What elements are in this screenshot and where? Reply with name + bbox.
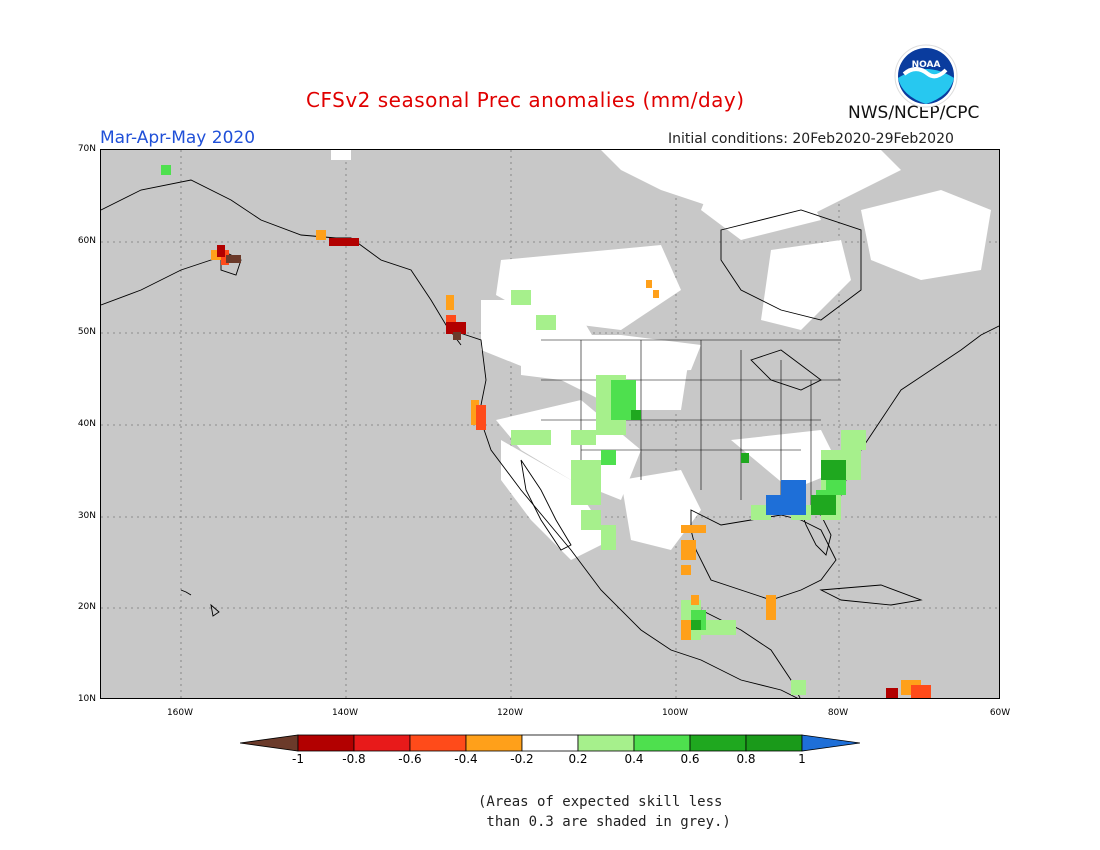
noaa-logo-text: NOAA bbox=[912, 60, 941, 70]
colorbar-tick: -1 bbox=[292, 752, 304, 766]
colorbar-arrow-left bbox=[240, 734, 299, 752]
colorbar-tick: 0.8 bbox=[736, 752, 756, 766]
colorbar-tick: 0.2 bbox=[568, 752, 588, 766]
precipitation-anomaly-map bbox=[100, 149, 1000, 699]
skill-note: (Areas of expected skill less than 0.3 a… bbox=[478, 794, 731, 830]
lat-label-10n: 10N bbox=[77, 694, 96, 704]
lon-label-140w: 140W bbox=[331, 708, 359, 718]
colorbar-tick: -0.4 bbox=[454, 752, 478, 766]
org-label: NWS/NCEP/CPC bbox=[848, 103, 980, 123]
colorbar bbox=[240, 734, 860, 752]
lon-label-160w: 160W bbox=[166, 708, 194, 718]
lat-label-60n: 60N bbox=[77, 236, 96, 246]
noaa-logo: NOAA bbox=[894, 44, 958, 108]
lat-label-30n: 30N bbox=[77, 511, 96, 521]
anomaly-blue bbox=[766, 480, 806, 515]
anomaly-dark-red bbox=[217, 238, 898, 698]
colorbar-tick: -0.2 bbox=[510, 752, 534, 766]
lat-label-20n: 20N bbox=[77, 602, 96, 612]
colorbar-arrow-right bbox=[801, 734, 860, 752]
lat-label-70n: 70N bbox=[77, 144, 96, 154]
colorbar-tick: -0.8 bbox=[342, 752, 366, 766]
lat-label-50n: 50N bbox=[77, 327, 96, 337]
lon-label-100w: 100W bbox=[661, 708, 689, 718]
colorbar-tick: 0.6 bbox=[680, 752, 700, 766]
colorbar-tick: 0.4 bbox=[624, 752, 644, 766]
lon-label-120w: 120W bbox=[496, 708, 524, 718]
lon-label-80w: 80W bbox=[827, 708, 849, 718]
map-title: CFSv2 seasonal Prec anomalies (mm/day) bbox=[306, 88, 745, 112]
colorbar-tick: -0.6 bbox=[398, 752, 422, 766]
colorbar-tick: 1 bbox=[798, 752, 806, 766]
map-canvas bbox=[101, 150, 999, 698]
lon-label-60w: 60W bbox=[989, 708, 1011, 718]
lat-label-40n: 40N bbox=[77, 419, 96, 429]
anomaly-brown bbox=[226, 255, 461, 340]
anomaly-dark-green bbox=[631, 410, 846, 630]
season-label: Mar-Apr-May 2020 bbox=[100, 128, 256, 148]
initial-conditions-label: Initial conditions: 20Feb2020-29Feb2020 bbox=[668, 131, 954, 147]
anomaly-shading bbox=[161, 165, 931, 698]
near-normal-regions bbox=[331, 150, 991, 560]
anomaly-red-orange bbox=[221, 250, 931, 698]
